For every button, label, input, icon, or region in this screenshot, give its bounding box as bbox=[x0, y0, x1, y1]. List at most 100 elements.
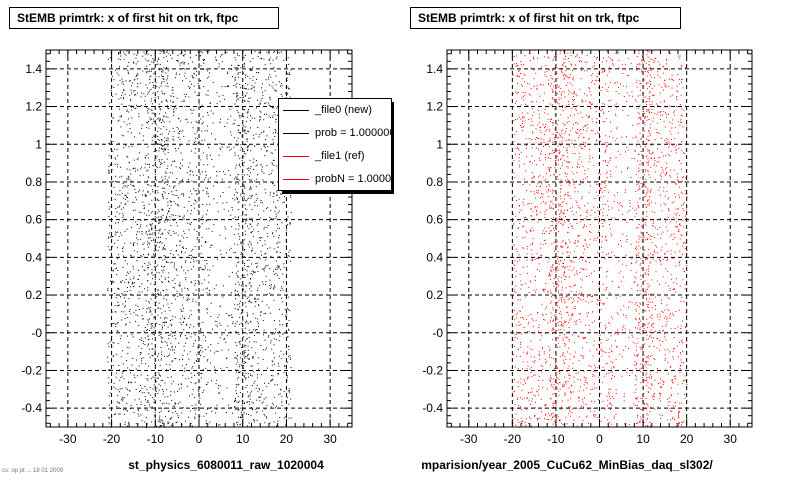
data-point bbox=[127, 367, 129, 369]
data-point bbox=[175, 358, 177, 360]
data-point bbox=[518, 70, 520, 72]
data-point bbox=[575, 56, 577, 58]
data-point bbox=[289, 96, 291, 98]
data-point bbox=[561, 64, 563, 66]
data-point bbox=[145, 231, 147, 233]
data-point bbox=[558, 97, 560, 99]
data-point bbox=[275, 58, 277, 60]
data-point bbox=[120, 281, 122, 283]
data-point bbox=[213, 224, 215, 226]
data-point bbox=[561, 289, 563, 291]
data-point bbox=[158, 58, 160, 60]
data-point bbox=[552, 282, 554, 284]
data-point bbox=[157, 250, 159, 251]
data-point bbox=[153, 61, 155, 63]
data-point bbox=[257, 56, 259, 58]
data-point bbox=[123, 185, 125, 187]
y-tick-label: 1.4 bbox=[25, 62, 42, 76]
data-point bbox=[589, 148, 591, 150]
data-point bbox=[560, 204, 562, 206]
data-point bbox=[232, 76, 233, 78]
data-point bbox=[262, 245, 264, 247]
data-point bbox=[148, 392, 150, 394]
data-point bbox=[556, 286, 558, 288]
data-point bbox=[529, 368, 531, 370]
data-point bbox=[209, 290, 211, 291]
data-point bbox=[246, 338, 248, 340]
data-point bbox=[582, 182, 584, 184]
data-point bbox=[147, 241, 149, 243]
data-point bbox=[515, 91, 517, 93]
data-point bbox=[579, 272, 581, 274]
data-point bbox=[234, 293, 236, 295]
data-point bbox=[238, 223, 240, 225]
data-point bbox=[531, 139, 533, 140]
data-point bbox=[228, 186, 230, 188]
data-point bbox=[546, 191, 548, 193]
data-point bbox=[553, 85, 555, 87]
data-point bbox=[580, 268, 582, 270]
data-point bbox=[564, 107, 566, 108]
data-point bbox=[151, 333, 153, 335]
data-point bbox=[559, 329, 561, 330]
data-point bbox=[176, 292, 178, 294]
data-point bbox=[547, 190, 549, 192]
data-point bbox=[183, 215, 185, 217]
data-point bbox=[567, 179, 569, 181]
data-point bbox=[224, 338, 225, 340]
data-point bbox=[524, 425, 526, 427]
data-point bbox=[121, 175, 123, 177]
data-point bbox=[125, 54, 127, 56]
data-point bbox=[538, 324, 540, 326]
data-point bbox=[553, 227, 555, 229]
data-point bbox=[545, 413, 547, 415]
data-point bbox=[175, 232, 177, 234]
data-point bbox=[264, 90, 266, 92]
data-point bbox=[287, 73, 288, 75]
data-point bbox=[166, 105, 168, 107]
data-point bbox=[154, 411, 156, 413]
data-point bbox=[248, 259, 250, 261]
data-point bbox=[226, 358, 228, 360]
data-point bbox=[560, 184, 562, 186]
data-point bbox=[244, 129, 246, 131]
data-point bbox=[121, 134, 123, 136]
data-point bbox=[533, 289, 535, 291]
data-point bbox=[528, 399, 530, 401]
data-point bbox=[177, 383, 179, 385]
data-point bbox=[269, 97, 271, 99]
data-point bbox=[512, 302, 514, 304]
data-point bbox=[175, 190, 177, 191]
data-point bbox=[243, 412, 245, 414]
data-point bbox=[247, 167, 249, 169]
data-point bbox=[238, 55, 240, 57]
data-point bbox=[265, 284, 267, 286]
data-point bbox=[185, 260, 187, 262]
data-point bbox=[147, 374, 149, 376]
data-point bbox=[139, 132, 141, 134]
data-point bbox=[263, 210, 265, 212]
data-point bbox=[162, 78, 164, 80]
data-point bbox=[536, 269, 538, 270]
data-point bbox=[560, 179, 562, 181]
data-point bbox=[560, 191, 561, 193]
data-point bbox=[560, 67, 562, 69]
data-point bbox=[606, 405, 608, 407]
data-point bbox=[271, 402, 273, 404]
data-point bbox=[565, 193, 567, 195]
data-point bbox=[156, 118, 158, 120]
data-point bbox=[147, 423, 148, 425]
data-point bbox=[199, 397, 201, 399]
data-point bbox=[133, 374, 135, 376]
data-point bbox=[165, 147, 167, 149]
data-point bbox=[272, 287, 274, 289]
data-point bbox=[548, 227, 550, 229]
data-point bbox=[170, 54, 172, 56]
data-point bbox=[284, 365, 286, 367]
data-point bbox=[151, 227, 153, 229]
data-point bbox=[149, 263, 151, 265]
data-point bbox=[194, 246, 196, 248]
data-point bbox=[255, 387, 257, 389]
data-point bbox=[570, 197, 572, 199]
data-point bbox=[270, 406, 272, 408]
